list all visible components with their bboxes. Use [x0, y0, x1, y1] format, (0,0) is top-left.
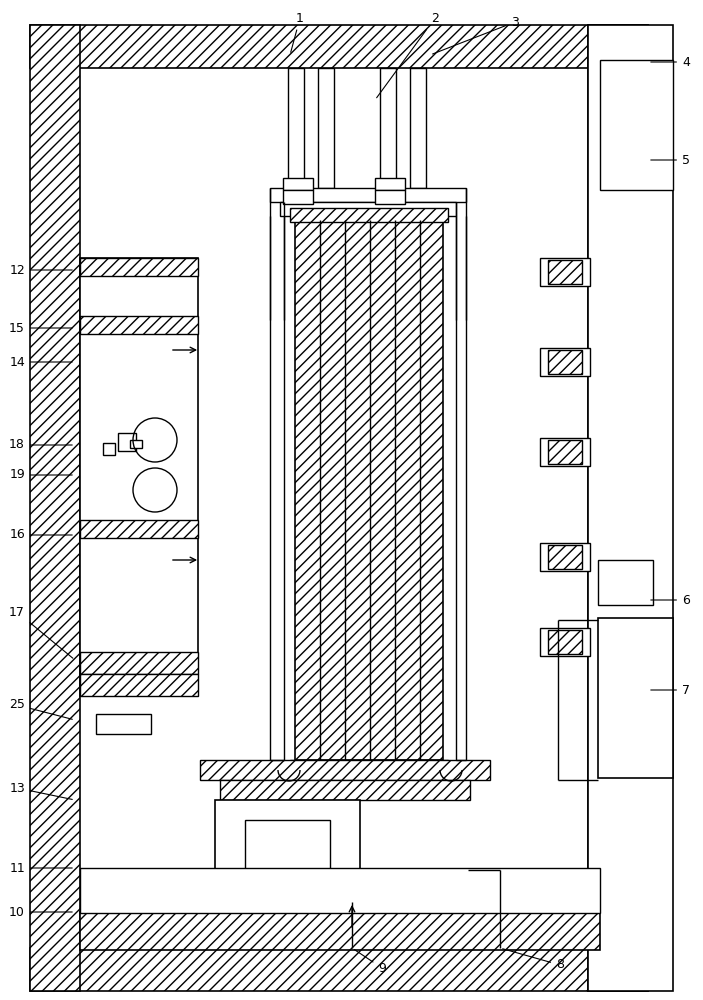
Text: 25: 25: [9, 698, 72, 719]
Text: 9: 9: [354, 950, 386, 974]
Bar: [598, 618, 673, 778]
Bar: [80, 258, 198, 276]
Text: 19: 19: [9, 468, 72, 482]
Bar: [270, 188, 466, 202]
Bar: [80, 652, 198, 674]
Bar: [118, 433, 136, 451]
Text: 3: 3: [432, 15, 519, 54]
Bar: [96, 714, 151, 734]
Bar: [80, 674, 198, 696]
Bar: [283, 178, 313, 190]
Bar: [540, 348, 590, 376]
Bar: [283, 190, 313, 204]
Text: 1: 1: [291, 11, 304, 52]
Bar: [288, 68, 304, 188]
Bar: [215, 800, 360, 900]
Bar: [540, 258, 590, 286]
Bar: [280, 202, 456, 216]
Bar: [80, 912, 600, 950]
Bar: [290, 208, 448, 222]
Bar: [548, 440, 582, 464]
Bar: [245, 820, 330, 880]
Bar: [600, 60, 673, 190]
Bar: [318, 68, 334, 188]
Text: 13: 13: [9, 782, 72, 799]
Bar: [548, 630, 582, 654]
Text: 12: 12: [9, 263, 72, 276]
Bar: [30, 948, 648, 991]
Bar: [80, 868, 600, 913]
Bar: [540, 628, 590, 656]
Text: 14: 14: [9, 356, 72, 368]
Bar: [295, 220, 443, 760]
Text: 10: 10: [9, 906, 72, 918]
Text: 11: 11: [9, 861, 72, 874]
Text: 16: 16: [9, 528, 72, 542]
Bar: [540, 438, 590, 466]
Bar: [80, 316, 198, 334]
Text: 15: 15: [9, 322, 72, 334]
Bar: [380, 68, 396, 188]
Bar: [103, 443, 115, 455]
Bar: [410, 68, 426, 188]
Bar: [548, 350, 582, 374]
Bar: [548, 545, 582, 569]
Bar: [588, 25, 648, 991]
Text: 4: 4: [651, 55, 690, 68]
Bar: [588, 25, 673, 991]
Bar: [30, 25, 80, 991]
Bar: [598, 560, 653, 605]
Bar: [548, 260, 582, 284]
Bar: [290, 760, 448, 774]
Text: 5: 5: [651, 153, 690, 166]
Text: 17: 17: [9, 605, 73, 658]
Text: 2: 2: [377, 11, 439, 98]
Text: 18: 18: [9, 438, 72, 452]
Bar: [375, 178, 405, 190]
Bar: [80, 520, 198, 538]
Bar: [220, 780, 470, 800]
Bar: [375, 190, 405, 204]
Bar: [200, 760, 490, 780]
Bar: [540, 543, 590, 571]
Text: 8: 8: [503, 949, 564, 972]
Text: 6: 6: [651, 593, 690, 606]
Bar: [80, 258, 198, 696]
Bar: [30, 25, 648, 68]
Bar: [130, 440, 142, 448]
Text: 7: 7: [651, 684, 690, 696]
